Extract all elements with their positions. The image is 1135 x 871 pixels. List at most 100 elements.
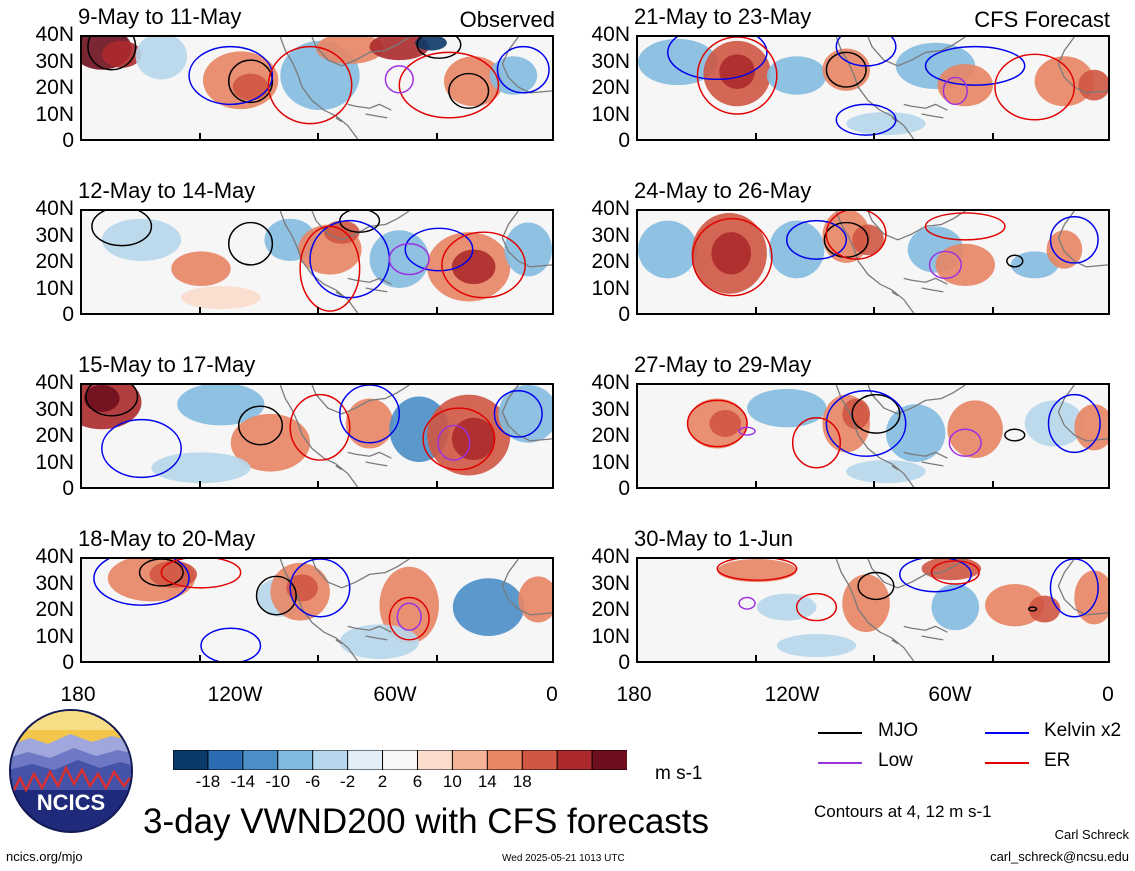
- contour-loop-0: [825, 51, 867, 88]
- coastline: [835, 559, 1108, 661]
- y-tick-p4-4: 0: [62, 651, 74, 674]
- x-tickmark-p2-4: [552, 307, 554, 315]
- x-tick-right-60w: 60W: [928, 683, 972, 706]
- y-tick-p3-3: 10N: [35, 450, 74, 474]
- contour-loop-6: [299, 225, 361, 312]
- field-anomaly-9: [846, 460, 926, 484]
- x-tickmark-p7-1: [754, 481, 757, 489]
- y-tick-p7-0: 40N: [591, 371, 630, 394]
- colorbar-swatch-4: [312, 749, 349, 771]
- x-tickmark-p5-4: [1108, 133, 1110, 141]
- coastline: [835, 211, 1108, 313]
- x-tickmark-p8-3: [991, 655, 994, 663]
- x-tickmark-p3-3: [435, 481, 438, 489]
- contour-loop-5: [267, 45, 353, 125]
- contour-loop-7: [496, 45, 550, 94]
- author-email: carl_schreck@ncsu.edu: [990, 849, 1129, 864]
- contour-loop-1: [667, 37, 768, 81]
- map-svg-p5: [638, 37, 1108, 139]
- coastline: [835, 37, 1108, 139]
- y-tick-p8-1: 30N: [591, 571, 630, 595]
- x-tickmark-p1-0: [80, 133, 82, 141]
- y-tick-p1-0: 40N: [35, 23, 74, 46]
- field-anomaly-10: [489, 56, 538, 95]
- field-anomaly-5: [379, 566, 439, 644]
- y-tick-p6-0: 40N: [591, 197, 630, 220]
- field-anomaly-0: [101, 218, 182, 262]
- contour-loop-7: [738, 426, 756, 436]
- field-anomaly-6: [1028, 595, 1061, 623]
- field-anomaly-0: [638, 220, 698, 279]
- x-tick-left-60w: 60W: [373, 683, 417, 706]
- y-tick-p3-2: 20N: [35, 424, 74, 447]
- panel-title-p7: 27-May to 29-May: [634, 352, 812, 377]
- field-anomaly-9: [1046, 230, 1083, 269]
- x-tickmark-p4-0: [80, 655, 82, 663]
- x-tickmark-p1-4: [552, 133, 554, 141]
- x-tickmark-p8-0: [636, 655, 638, 663]
- contour-loop-7: [835, 103, 897, 136]
- contour-loop-5: [994, 53, 1076, 121]
- contour-loop-5: [738, 596, 756, 610]
- contour-loop-2: [899, 559, 972, 593]
- x-tickmark-p8-2: [873, 655, 875, 663]
- contour-loop-2: [93, 559, 190, 606]
- legend-low-line: [818, 762, 862, 764]
- y-tick-p7-3: 10N: [591, 450, 630, 474]
- x-tickmark-p5-2: [873, 133, 875, 141]
- y-tick-p2-0: 40N: [35, 197, 74, 220]
- main-title: 3-day VWND200 with CFS forecasts: [143, 802, 710, 841]
- field-anomaly-5: [985, 584, 1045, 627]
- colorbar-label-3: -6: [305, 772, 321, 791]
- y-tick-p3-0: 40N: [35, 371, 74, 394]
- field-anomaly-3: [766, 56, 827, 95]
- field-anomaly-8: [504, 222, 552, 277]
- field-anomaly-7: [1024, 400, 1085, 447]
- map-svg-p3: [82, 385, 552, 487]
- field-anomaly-9: [846, 112, 926, 136]
- contour-loop-4: [422, 407, 496, 471]
- y-tick-p5-2: 20N: [591, 76, 630, 99]
- contour-loop-3: [448, 72, 490, 109]
- ncics-logo: NCICS: [8, 708, 134, 834]
- field-anomaly-6: [316, 37, 384, 64]
- x-tickmark-p6-0: [636, 307, 638, 315]
- y-tick-p8-3: 10N: [591, 624, 630, 648]
- x-tickmark-p2-3: [435, 307, 438, 315]
- y-tick-p1-3: 10N: [35, 102, 74, 126]
- site-url: ncics.org/mjo: [6, 849, 83, 864]
- x-tickmark-p6-4: [1108, 307, 1110, 315]
- contour-loop-4: [696, 37, 778, 115]
- contour-loop-1: [237, 405, 284, 446]
- field-anomaly-3: [768, 220, 825, 279]
- field-anomaly-8: [1010, 251, 1059, 279]
- colorbar-swatch-7: [416, 749, 454, 771]
- contour-loop-6: [398, 51, 500, 119]
- contour-loop-4: [795, 592, 838, 622]
- map-svg-p2: [82, 211, 552, 313]
- x-tick-left-180: 180: [60, 683, 96, 706]
- field-anomaly-7: [518, 576, 552, 623]
- colorbar-swatch-11: [556, 749, 594, 771]
- coastline: [279, 211, 552, 313]
- field-anomaly-1: [171, 251, 231, 287]
- field-anomaly-7: [369, 37, 430, 61]
- colorbar-swatch-8: [451, 749, 489, 771]
- field-anomaly-7: [935, 243, 995, 287]
- field-anomaly-1: [709, 410, 742, 437]
- field-anomaly-4: [842, 398, 871, 430]
- map-panel-p4: [80, 557, 554, 663]
- field-anomaly-2: [135, 37, 188, 80]
- x-tickmark-p4-4: [552, 655, 554, 663]
- x-tickmark-p7-4: [1108, 481, 1110, 489]
- map-panel-p2: [80, 209, 554, 315]
- y-tick-p4-1: 30N: [35, 571, 74, 595]
- colorbar-units: m s-1: [655, 763, 703, 784]
- y-tick-p2-2: 20N: [35, 250, 74, 273]
- panel-title-p3: 15-May to 17-May: [78, 352, 256, 377]
- panel-title-p8: 30-May to 1-Jun: [634, 526, 793, 551]
- map-svg-p7: [638, 385, 1108, 487]
- y-tick-p4-3: 10N: [35, 624, 74, 648]
- colorbar-swatch-3: [277, 749, 314, 771]
- colorbar-label-9: 18: [512, 772, 532, 791]
